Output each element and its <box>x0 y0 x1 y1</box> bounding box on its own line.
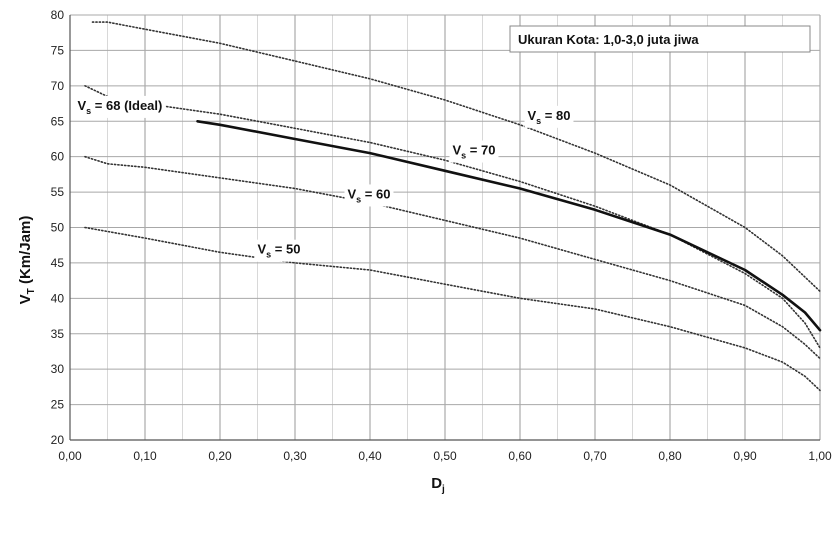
y-tick-label: 45 <box>51 256 65 270</box>
series-line-50 <box>84 226 821 392</box>
annotations: Vs = 80 Vs = 70 Vs = 68 (Ideal) Vs = 60 Vs =… <box>74 95 574 262</box>
x-tick-label: 0,80 <box>658 449 682 463</box>
series-label-bg <box>524 105 574 128</box>
x-tick-label: 0,70 <box>583 449 607 463</box>
axes: 20 25 30 35 40 45 50 55 60 65 70 75 80 0,00 0,10 0,20 0,… <box>51 8 832 463</box>
y-tick-label: 80 <box>51 8 65 22</box>
x-axis-title-main: D <box>431 475 442 492</box>
x-tick-label: 0,30 <box>283 449 307 463</box>
x-tick-label: 0,60 <box>508 449 532 463</box>
grid <box>69 14 821 441</box>
series-label-68-ideal: Vs = 68 (Ideal) <box>74 95 166 118</box>
x-tick-label: 0,40 <box>358 449 382 463</box>
y-tick-label: 20 <box>51 433 65 447</box>
y-tick-label: 40 <box>51 291 65 305</box>
series-label-text: Vs = 70 <box>453 143 496 161</box>
y-axis-title-unit: (Km/Jam) <box>17 216 34 289</box>
y-tick-label: 25 <box>51 398 65 412</box>
series-label-60: Vs = 60 <box>344 184 394 207</box>
y-axis-title-sub: T <box>26 288 37 294</box>
legend-box-frame <box>509 25 811 53</box>
x-tick-label: 0,00 <box>58 449 82 463</box>
series-label-text: Vs = 80 <box>528 108 571 126</box>
series-group <box>84 21 822 392</box>
y-tick-label: 70 <box>51 79 65 93</box>
series-line-60 <box>84 155 821 360</box>
legend-box: Ukuran Kota: 1,0-3,0 juta jiwa <box>509 25 811 53</box>
series-label-bg <box>344 184 394 207</box>
y-tick-label: 60 <box>51 150 65 164</box>
y-tick-label: 50 <box>51 221 65 235</box>
x-tick-label: 1,00 <box>808 449 832 463</box>
series-label-bg <box>449 140 499 163</box>
y-tick-label: 35 <box>51 327 65 341</box>
series-line-80 <box>91 21 821 293</box>
series-label-text: Vs = 68 (Ideal) <box>78 98 163 116</box>
series-label-bg <box>74 95 166 118</box>
x-tick-label: 0,10 <box>133 449 157 463</box>
y-axis-title-main: V <box>17 294 34 304</box>
y-axis-title: VT (Km/Jam) <box>17 216 37 305</box>
x-axis-title-sub: j <box>441 484 445 495</box>
y-tick-label: 75 <box>51 43 65 57</box>
y-tick-label: 30 <box>51 362 65 376</box>
series-label-50: Vs = 50 <box>254 239 304 262</box>
series-label-bg <box>254 239 304 262</box>
y-tick-label: 55 <box>51 185 65 199</box>
series-label-text: Vs = 60 <box>348 186 391 204</box>
x-tick-label: 0,90 <box>733 449 757 463</box>
x-tick-label: 0,50 <box>433 449 457 463</box>
series-label-80: Vs = 80 <box>524 105 574 128</box>
x-axis-title: Dj <box>431 475 445 495</box>
y-tick-label: 65 <box>51 114 65 128</box>
legend-box-text: Ukuran Kota: 1,0-3,0 juta jiwa <box>518 32 699 47</box>
x-tick-label: 0,20 <box>208 449 232 463</box>
series-line-68-ideal <box>196 120 822 332</box>
series-label-70: Vs = 70 <box>449 140 499 163</box>
series-label-text: Vs = 50 <box>258 242 301 260</box>
